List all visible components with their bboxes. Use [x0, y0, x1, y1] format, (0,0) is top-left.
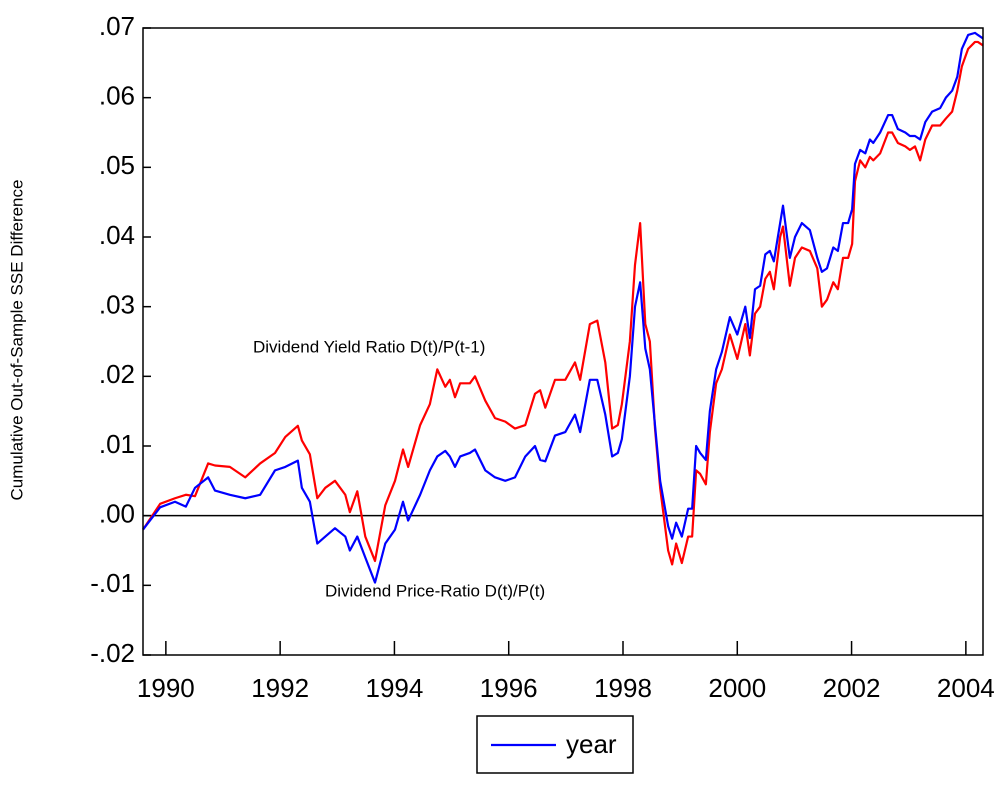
- x-tick-label: 2004: [937, 673, 995, 703]
- x-tick-label: 1998: [594, 673, 652, 703]
- x-tick-label: 1992: [251, 673, 309, 703]
- y-tick-label: .05: [99, 150, 135, 180]
- annotation: Dividend Price-Ratio D(t)/P(t): [325, 581, 545, 600]
- y-tick-label: -.01: [90, 568, 135, 598]
- x-tick-label: 1990: [137, 673, 195, 703]
- y-tick-label: .07: [99, 11, 135, 41]
- y-tick-label: .00: [99, 499, 135, 529]
- x-tick-label: 2000: [708, 673, 766, 703]
- y-tick-label: .01: [99, 429, 135, 459]
- legend: year: [476, 715, 634, 774]
- y-tick-label: .03: [99, 290, 135, 320]
- legend-label: year: [566, 729, 617, 759]
- y-axis-label: Cumulative Out-of-Sample SSE Difference: [7, 180, 26, 501]
- x-tick-label: 2002: [823, 673, 881, 703]
- y-tick-label: .06: [99, 81, 135, 111]
- y-tick-label: .04: [99, 220, 135, 250]
- y-tick-label: -.02: [90, 638, 135, 668]
- y-tick-label: .02: [99, 359, 135, 389]
- x-tick-label: 1994: [366, 673, 424, 703]
- x-tick-label: 1996: [480, 673, 538, 703]
- annotation: Dividend Yield Ratio D(t)/P(t-1): [253, 337, 485, 356]
- series-line: [142, 31, 984, 584]
- plot-frame: [142, 27, 984, 656]
